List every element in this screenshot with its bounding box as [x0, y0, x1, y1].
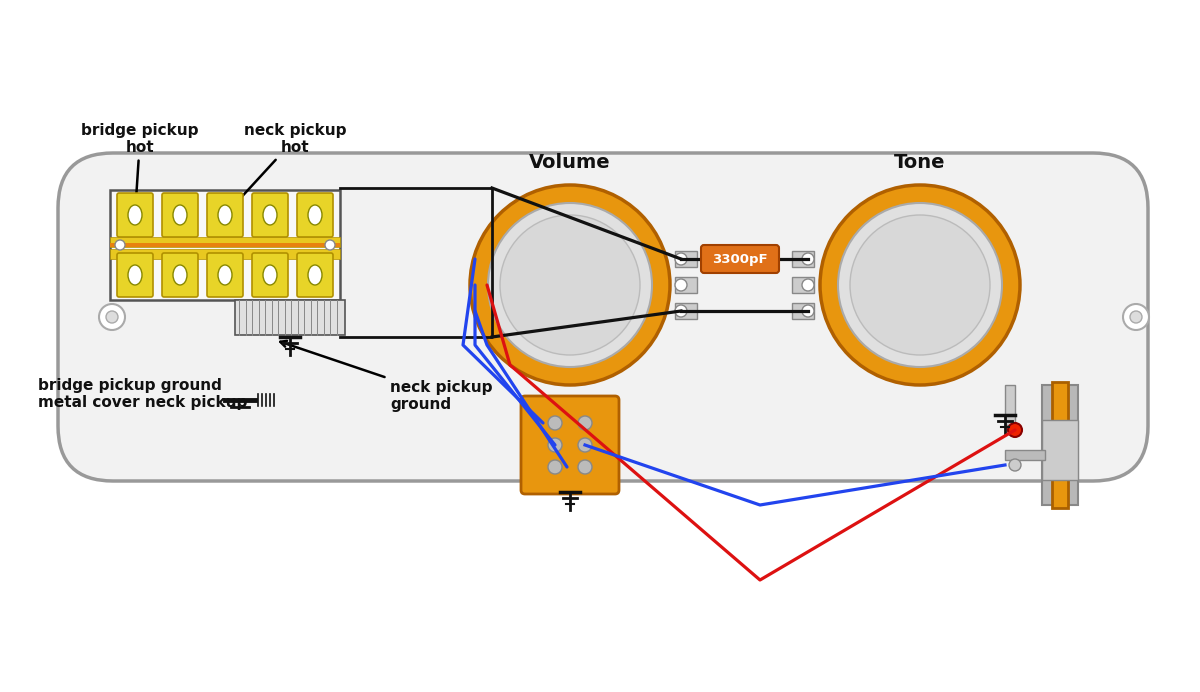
Bar: [235, 300, 346, 335]
Bar: [674, 277, 697, 293]
Circle shape: [802, 253, 814, 265]
FancyBboxPatch shape: [118, 193, 154, 237]
FancyBboxPatch shape: [162, 193, 198, 237]
Circle shape: [1009, 459, 1021, 471]
Bar: [1052, 382, 1068, 508]
FancyBboxPatch shape: [701, 245, 779, 273]
Ellipse shape: [173, 205, 187, 225]
Bar: [1042, 385, 1078, 505]
FancyBboxPatch shape: [58, 153, 1148, 481]
FancyBboxPatch shape: [208, 193, 242, 237]
Bar: [674, 303, 697, 319]
Ellipse shape: [218, 265, 232, 285]
Ellipse shape: [218, 205, 232, 225]
Circle shape: [674, 279, 686, 291]
Text: bridge pickup ground
metal cover neck pickup: bridge pickup ground metal cover neck pi…: [38, 378, 247, 410]
Ellipse shape: [128, 205, 142, 225]
Bar: [674, 251, 697, 267]
FancyBboxPatch shape: [118, 253, 154, 297]
Bar: [110, 237, 340, 247]
FancyBboxPatch shape: [252, 193, 288, 237]
Text: neck pickup
hot: neck pickup hot: [229, 122, 347, 211]
Ellipse shape: [308, 265, 322, 285]
Ellipse shape: [850, 215, 990, 355]
Circle shape: [548, 460, 562, 474]
Bar: [110, 190, 340, 300]
Circle shape: [674, 305, 686, 317]
Circle shape: [115, 240, 125, 250]
Text: Tone: Tone: [894, 153, 946, 172]
Text: bridge pickup
hot: bridge pickup hot: [82, 122, 199, 210]
FancyBboxPatch shape: [208, 253, 242, 297]
Circle shape: [1130, 311, 1142, 323]
Circle shape: [1008, 423, 1022, 437]
Bar: [792, 277, 814, 293]
Ellipse shape: [263, 265, 277, 285]
Ellipse shape: [173, 265, 187, 285]
Circle shape: [106, 311, 118, 323]
FancyBboxPatch shape: [162, 253, 198, 297]
Ellipse shape: [308, 205, 322, 225]
Circle shape: [578, 460, 592, 474]
Circle shape: [802, 305, 814, 317]
FancyBboxPatch shape: [298, 253, 334, 297]
Ellipse shape: [470, 185, 670, 385]
Text: neck pickup
ground: neck pickup ground: [281, 341, 492, 412]
FancyBboxPatch shape: [252, 253, 288, 297]
Ellipse shape: [128, 265, 142, 285]
Bar: [110, 243, 340, 247]
Circle shape: [548, 416, 562, 430]
Ellipse shape: [838, 203, 1002, 367]
Circle shape: [548, 438, 562, 452]
Circle shape: [1123, 304, 1150, 330]
Circle shape: [98, 304, 125, 330]
Bar: [1006, 450, 1045, 460]
Text: Volume: Volume: [529, 153, 611, 172]
Ellipse shape: [500, 215, 640, 355]
Ellipse shape: [820, 185, 1020, 385]
Bar: [792, 251, 814, 267]
Ellipse shape: [488, 203, 652, 367]
Bar: [792, 303, 814, 319]
Text: 3300pF: 3300pF: [712, 253, 768, 266]
FancyBboxPatch shape: [521, 396, 619, 494]
Circle shape: [802, 279, 814, 291]
FancyBboxPatch shape: [298, 193, 334, 237]
Circle shape: [674, 253, 686, 265]
Circle shape: [578, 416, 592, 430]
Ellipse shape: [263, 205, 277, 225]
Bar: [1042, 420, 1078, 480]
Bar: [1006, 385, 1015, 425]
Bar: [110, 249, 340, 259]
Circle shape: [325, 240, 335, 250]
Circle shape: [578, 438, 592, 452]
